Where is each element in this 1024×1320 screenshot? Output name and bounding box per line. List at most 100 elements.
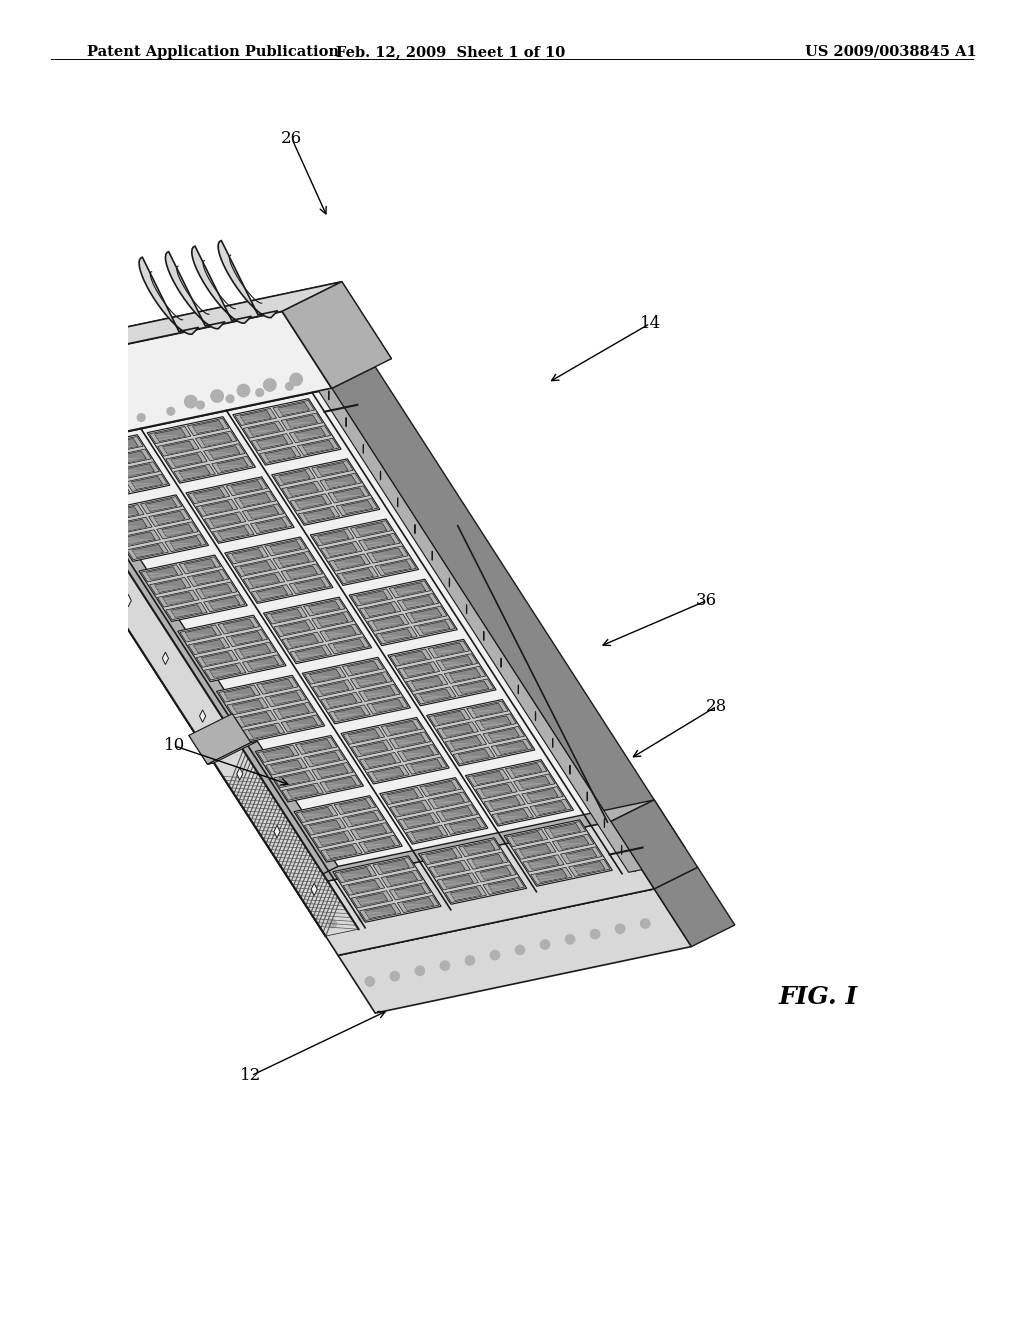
Polygon shape xyxy=(26,281,391,425)
Polygon shape xyxy=(251,516,292,533)
Polygon shape xyxy=(342,810,384,828)
Polygon shape xyxy=(282,783,324,800)
Polygon shape xyxy=(163,441,194,454)
Circle shape xyxy=(137,413,145,421)
Polygon shape xyxy=(317,833,349,846)
Polygon shape xyxy=(458,681,488,694)
Polygon shape xyxy=(300,739,332,752)
Polygon shape xyxy=(194,488,224,502)
Polygon shape xyxy=(654,867,735,946)
Polygon shape xyxy=(364,686,395,700)
Polygon shape xyxy=(236,560,276,577)
Polygon shape xyxy=(263,597,372,664)
Polygon shape xyxy=(358,836,400,853)
Polygon shape xyxy=(295,800,654,888)
Text: 10: 10 xyxy=(164,738,184,754)
Polygon shape xyxy=(61,434,170,502)
Polygon shape xyxy=(196,432,237,449)
Circle shape xyxy=(447,895,455,903)
Polygon shape xyxy=(208,742,257,764)
Polygon shape xyxy=(194,639,224,652)
Polygon shape xyxy=(289,577,331,594)
Polygon shape xyxy=(258,746,299,763)
Polygon shape xyxy=(319,473,361,490)
Polygon shape xyxy=(394,884,426,898)
Polygon shape xyxy=(465,759,573,826)
Polygon shape xyxy=(115,451,146,465)
Polygon shape xyxy=(248,422,280,436)
Polygon shape xyxy=(290,644,332,661)
Polygon shape xyxy=(286,566,317,579)
Polygon shape xyxy=(218,527,249,540)
Polygon shape xyxy=(309,820,341,833)
Polygon shape xyxy=(334,797,376,814)
Circle shape xyxy=(541,940,550,949)
Circle shape xyxy=(591,929,600,939)
Polygon shape xyxy=(197,499,238,516)
Polygon shape xyxy=(231,480,262,494)
Polygon shape xyxy=(434,862,465,875)
Circle shape xyxy=(329,920,337,928)
Polygon shape xyxy=(321,843,362,861)
Polygon shape xyxy=(227,698,268,715)
Polygon shape xyxy=(359,752,401,770)
Polygon shape xyxy=(141,565,183,582)
Polygon shape xyxy=(281,413,323,430)
Polygon shape xyxy=(611,800,697,888)
Polygon shape xyxy=(365,603,396,616)
Polygon shape xyxy=(244,723,285,741)
Polygon shape xyxy=(110,449,152,466)
Polygon shape xyxy=(244,572,285,589)
Circle shape xyxy=(615,924,625,933)
Polygon shape xyxy=(544,821,586,838)
Polygon shape xyxy=(119,529,161,546)
Polygon shape xyxy=(188,487,229,504)
Polygon shape xyxy=(483,878,524,895)
Polygon shape xyxy=(116,519,147,532)
Polygon shape xyxy=(342,659,384,676)
Polygon shape xyxy=(397,594,439,611)
Polygon shape xyxy=(340,867,372,880)
Polygon shape xyxy=(390,800,431,817)
Circle shape xyxy=(640,919,650,928)
Polygon shape xyxy=(459,748,489,762)
Polygon shape xyxy=(209,446,240,459)
Polygon shape xyxy=(406,758,447,775)
Circle shape xyxy=(48,433,56,440)
Polygon shape xyxy=(139,554,248,622)
Polygon shape xyxy=(529,799,571,816)
Polygon shape xyxy=(359,602,401,619)
Polygon shape xyxy=(535,801,566,814)
Polygon shape xyxy=(355,673,387,686)
Polygon shape xyxy=(205,512,246,529)
Polygon shape xyxy=(441,656,472,669)
Circle shape xyxy=(167,408,175,414)
Polygon shape xyxy=(273,825,281,838)
Polygon shape xyxy=(312,680,354,697)
Polygon shape xyxy=(506,762,547,779)
Polygon shape xyxy=(281,715,323,733)
Polygon shape xyxy=(171,605,202,618)
Polygon shape xyxy=(88,482,130,499)
Polygon shape xyxy=(381,870,423,887)
Polygon shape xyxy=(270,609,302,622)
Polygon shape xyxy=(403,814,434,828)
Polygon shape xyxy=(237,768,243,780)
Polygon shape xyxy=(303,599,345,616)
Polygon shape xyxy=(380,777,488,843)
Polygon shape xyxy=(373,858,415,875)
Polygon shape xyxy=(262,747,294,760)
Polygon shape xyxy=(326,694,357,708)
Polygon shape xyxy=(304,818,346,836)
Polygon shape xyxy=(125,594,131,607)
Polygon shape xyxy=(312,529,354,546)
Polygon shape xyxy=(402,747,434,759)
Text: FIG. I: FIG. I xyxy=(778,985,857,1008)
Polygon shape xyxy=(302,657,411,723)
Polygon shape xyxy=(394,583,426,597)
Polygon shape xyxy=(179,466,210,479)
Polygon shape xyxy=(480,867,511,880)
Polygon shape xyxy=(273,771,315,788)
Polygon shape xyxy=(232,549,263,562)
Text: Feb. 12, 2009  Sheet 1 of 10: Feb. 12, 2009 Sheet 1 of 10 xyxy=(336,45,565,59)
